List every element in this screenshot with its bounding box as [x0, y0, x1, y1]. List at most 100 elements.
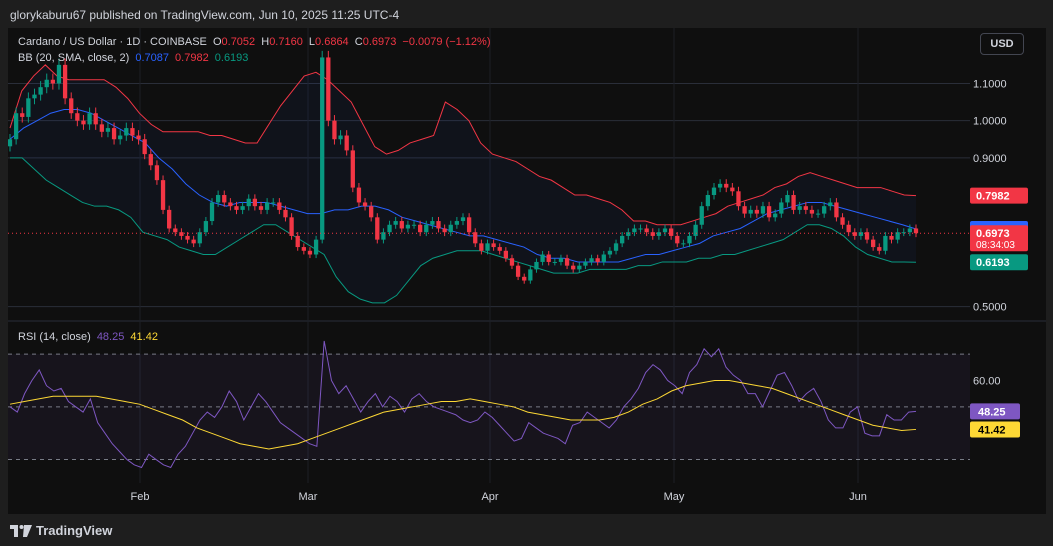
candle-body — [460, 217, 466, 222]
candle-body — [791, 195, 796, 210]
candle-body — [81, 120, 86, 125]
high-value: 0.7160 — [269, 36, 303, 48]
candle-body — [136, 135, 141, 140]
candle-body — [405, 224, 411, 229]
candle-body — [142, 139, 147, 155]
time-tick-label: Jun — [849, 491, 867, 503]
candle-body — [399, 221, 404, 229]
candle-body — [430, 221, 435, 225]
chart-panel[interactable]: 0.5000 0.9000 1.0000 1.1000 Feb Mar Apr May Jun 0… — [8, 28, 1046, 514]
candle-body — [564, 258, 570, 266]
bb-label[interactable]: BB (20, SMA, close, 2) — [18, 52, 130, 64]
candle-body — [491, 243, 496, 248]
candle-body — [411, 224, 417, 226]
candle-body — [362, 202, 368, 207]
candle-body — [56, 64, 62, 84]
tradingview-icon — [10, 524, 32, 537]
candle-body — [332, 120, 337, 140]
bb-lower-value: 0.6193 — [214, 52, 249, 64]
candle-body — [687, 235, 692, 244]
symbol-legend: Cardano / US Dollar · 1D · COINBASE O0.7… — [18, 36, 494, 48]
candle-body — [111, 128, 117, 140]
candle-body — [785, 195, 790, 203]
candle-body — [907, 228, 913, 233]
rsi-ma-last-label: 41.42 — [978, 424, 1006, 436]
candle-body — [754, 209, 759, 214]
bb-band-fill — [10, 64, 916, 303]
low-value: 0.6864 — [315, 36, 349, 48]
change-value: −0.0079 (−1.12%) — [402, 36, 491, 48]
candle-body — [889, 235, 894, 240]
open-value: 0.7052 — [221, 36, 256, 48]
candle-body — [197, 232, 202, 244]
price-tick-label: 1.1000 — [973, 78, 1007, 90]
lower-band-price-badge — [970, 254, 1028, 271]
candle-body — [32, 94, 37, 99]
candle-body — [883, 235, 888, 251]
candle-body — [626, 232, 631, 236]
rsi-ma-last-badge — [970, 421, 1020, 438]
candle-body — [301, 247, 306, 251]
candle-body — [534, 261, 539, 270]
candle-body — [350, 150, 355, 188]
candle-body — [215, 195, 221, 203]
candle-body — [638, 228, 643, 230]
currency-button[interactable]: USD — [980, 33, 1024, 55]
candle-body — [589, 258, 594, 262]
candle-body — [497, 247, 502, 251]
candle-body — [717, 183, 723, 188]
symbol-title[interactable]: Cardano / US Dollar · 1D · COINBASE — [18, 36, 207, 48]
candle-body — [840, 217, 845, 225]
candle-body — [271, 202, 276, 204]
candle-body — [571, 265, 576, 270]
chart-canvas[interactable]: 0.5000 0.9000 1.0000 1.1000 Feb Mar Apr May Jun 0… — [8, 28, 1046, 514]
candle-body — [246, 198, 251, 207]
candle-body — [8, 139, 13, 147]
rsi-line — [9, 340, 917, 469]
bb-lower-line — [10, 157, 917, 304]
candle-body — [834, 202, 839, 218]
low-label: L — [308, 36, 316, 48]
candle-body — [601, 254, 606, 262]
candle-body — [313, 239, 319, 255]
candle-body — [650, 232, 655, 236]
candle-body — [485, 243, 490, 251]
bb-upper-value: 0.7982 — [175, 52, 209, 64]
candle-body — [552, 261, 557, 263]
candle-body — [99, 124, 104, 132]
candle-body — [809, 209, 815, 214]
candle-body — [105, 128, 111, 132]
candle-body — [466, 217, 472, 233]
candle-body — [668, 228, 674, 236]
candle-body — [338, 135, 343, 140]
candle-body — [595, 258, 600, 262]
candle-body — [913, 228, 919, 234]
candle-body — [852, 232, 857, 236]
tradingview-logo[interactable]: TradingView — [10, 523, 112, 538]
candle-body — [356, 187, 362, 203]
candle-body — [50, 79, 55, 84]
candle-body — [766, 206, 772, 218]
rsi-last-label: 48.25 — [978, 406, 1006, 418]
candle-body — [656, 232, 662, 236]
candle-body — [864, 232, 870, 240]
candle-body — [326, 57, 331, 121]
candle-body — [828, 202, 833, 207]
rsi-legend: RSI (14, close) 48.25 41.42 — [18, 331, 161, 343]
rsi-ma-value: 41.42 — [130, 331, 158, 343]
candle-body — [540, 254, 545, 262]
candle-body — [252, 198, 258, 207]
candle-body — [130, 128, 135, 136]
candle-body — [209, 202, 215, 222]
candle-body — [711, 187, 717, 196]
candle-body — [522, 276, 527, 281]
candle-body — [240, 206, 245, 210]
candle-body — [62, 64, 68, 99]
rsi-label[interactable]: RSI (14, close) — [18, 331, 91, 343]
candle-body — [283, 209, 288, 218]
candle-body — [344, 135, 349, 151]
candle-body — [877, 247, 882, 251]
upper-band-price-badge — [970, 187, 1028, 204]
candle-body — [693, 224, 698, 236]
bb-basis-line — [9, 108, 917, 263]
